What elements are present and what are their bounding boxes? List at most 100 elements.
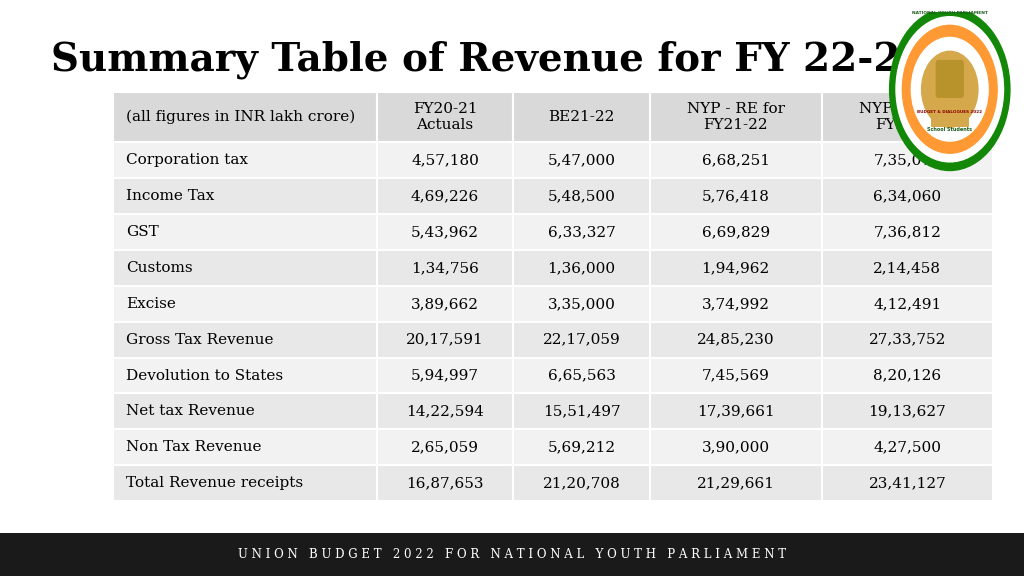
- FancyBboxPatch shape: [113, 178, 377, 214]
- Text: 3,35,000: 3,35,000: [548, 297, 615, 311]
- Text: 1,36,000: 1,36,000: [548, 261, 615, 275]
- FancyBboxPatch shape: [377, 322, 513, 358]
- Text: 6,68,251: 6,68,251: [701, 153, 770, 167]
- FancyBboxPatch shape: [113, 250, 377, 286]
- FancyBboxPatch shape: [650, 286, 821, 322]
- Text: 14,22,594: 14,22,594: [407, 404, 484, 418]
- FancyBboxPatch shape: [377, 286, 513, 322]
- Text: Gross Tax Revenue: Gross Tax Revenue: [126, 333, 273, 347]
- Text: 21,29,661: 21,29,661: [696, 476, 775, 490]
- Text: 16,87,653: 16,87,653: [407, 476, 483, 490]
- Text: School Students: School Students: [928, 127, 972, 131]
- FancyBboxPatch shape: [377, 250, 513, 286]
- Text: 4,57,180: 4,57,180: [412, 153, 479, 167]
- Text: 8,20,126: 8,20,126: [873, 369, 941, 382]
- FancyBboxPatch shape: [650, 393, 821, 429]
- Text: 4,27,500: 4,27,500: [873, 440, 941, 454]
- FancyBboxPatch shape: [650, 322, 821, 358]
- FancyBboxPatch shape: [821, 92, 993, 142]
- Text: 6,69,829: 6,69,829: [701, 225, 770, 239]
- Text: 5,69,212: 5,69,212: [548, 440, 615, 454]
- FancyBboxPatch shape: [513, 92, 650, 142]
- Text: 2,14,458: 2,14,458: [873, 261, 941, 275]
- Text: GST: GST: [126, 225, 159, 239]
- FancyBboxPatch shape: [377, 142, 513, 178]
- Circle shape: [911, 37, 988, 141]
- FancyBboxPatch shape: [821, 393, 993, 429]
- FancyBboxPatch shape: [513, 142, 650, 178]
- FancyBboxPatch shape: [113, 465, 377, 501]
- Text: 5,43,962: 5,43,962: [411, 225, 479, 239]
- FancyBboxPatch shape: [113, 358, 377, 393]
- FancyBboxPatch shape: [650, 92, 821, 142]
- FancyBboxPatch shape: [377, 393, 513, 429]
- FancyBboxPatch shape: [513, 465, 650, 501]
- FancyBboxPatch shape: [821, 322, 993, 358]
- Text: 20,17,591: 20,17,591: [407, 333, 484, 347]
- FancyBboxPatch shape: [650, 429, 821, 465]
- FancyBboxPatch shape: [377, 429, 513, 465]
- FancyBboxPatch shape: [821, 465, 993, 501]
- FancyBboxPatch shape: [377, 214, 513, 250]
- Circle shape: [902, 25, 997, 153]
- Text: 19,13,627: 19,13,627: [868, 404, 946, 418]
- Text: 5,48,500: 5,48,500: [548, 189, 615, 203]
- Text: 22,17,059: 22,17,059: [543, 333, 621, 347]
- Text: Total Revenue receipts: Total Revenue receipts: [126, 476, 303, 490]
- FancyBboxPatch shape: [113, 429, 377, 465]
- Text: Non Tax Revenue: Non Tax Revenue: [126, 440, 261, 454]
- Text: NATIONAL YOUTH PARLIAMENT: NATIONAL YOUTH PARLIAMENT: [911, 12, 988, 15]
- Text: 3,74,992: 3,74,992: [701, 297, 770, 311]
- Text: NYP - RE for
FY21-22: NYP - RE for FY21-22: [687, 102, 784, 132]
- FancyBboxPatch shape: [821, 358, 993, 393]
- Text: Devolution to States: Devolution to States: [126, 369, 283, 382]
- FancyBboxPatch shape: [650, 250, 821, 286]
- Text: (all figures in INR lakh crore): (all figures in INR lakh crore): [126, 110, 355, 124]
- Text: 6,65,563: 6,65,563: [548, 369, 615, 382]
- FancyBboxPatch shape: [821, 142, 993, 178]
- Text: BUDGET & DIALOGUES 2022: BUDGET & DIALOGUES 2022: [918, 110, 982, 113]
- FancyBboxPatch shape: [821, 429, 993, 465]
- Text: NYP - BE for
FY22-23: NYP - BE for FY22-23: [858, 102, 956, 132]
- Circle shape: [922, 51, 978, 127]
- FancyBboxPatch shape: [513, 393, 650, 429]
- Text: 5,47,000: 5,47,000: [548, 153, 615, 167]
- FancyBboxPatch shape: [821, 286, 993, 322]
- Text: 15,51,497: 15,51,497: [543, 404, 621, 418]
- FancyBboxPatch shape: [650, 465, 821, 501]
- FancyBboxPatch shape: [650, 178, 821, 214]
- FancyBboxPatch shape: [931, 115, 969, 127]
- FancyBboxPatch shape: [821, 214, 993, 250]
- FancyBboxPatch shape: [513, 250, 650, 286]
- Text: 4,12,491: 4,12,491: [873, 297, 941, 311]
- Text: Net tax Revenue: Net tax Revenue: [126, 404, 255, 418]
- FancyBboxPatch shape: [821, 178, 993, 214]
- FancyBboxPatch shape: [113, 286, 377, 322]
- FancyBboxPatch shape: [113, 214, 377, 250]
- Circle shape: [890, 8, 1010, 170]
- FancyBboxPatch shape: [377, 465, 513, 501]
- Text: 17,39,661: 17,39,661: [696, 404, 774, 418]
- Text: Excise: Excise: [126, 297, 176, 311]
- FancyBboxPatch shape: [650, 358, 821, 393]
- FancyBboxPatch shape: [113, 322, 377, 358]
- FancyBboxPatch shape: [113, 142, 377, 178]
- FancyBboxPatch shape: [936, 60, 964, 98]
- FancyBboxPatch shape: [377, 178, 513, 214]
- FancyBboxPatch shape: [513, 429, 650, 465]
- Text: 7,45,569: 7,45,569: [701, 369, 770, 382]
- FancyBboxPatch shape: [650, 142, 821, 178]
- FancyBboxPatch shape: [513, 214, 650, 250]
- Text: U N I O N   B U D G E T   2 0 2 2   F O R   N A T I O N A L   Y O U T H   P A R : U N I O N B U D G E T 2 0 2 2 F O R N A …: [238, 548, 786, 561]
- FancyBboxPatch shape: [513, 286, 650, 322]
- FancyBboxPatch shape: [650, 214, 821, 250]
- Text: 5,76,418: 5,76,418: [701, 189, 770, 203]
- Text: Income Tax: Income Tax: [126, 189, 214, 203]
- Text: 7,36,812: 7,36,812: [873, 225, 941, 239]
- Text: BE21-22: BE21-22: [549, 110, 614, 124]
- Text: 3,89,662: 3,89,662: [411, 297, 479, 311]
- Text: 23,41,127: 23,41,127: [868, 476, 946, 490]
- Text: 6,33,327: 6,33,327: [548, 225, 615, 239]
- Text: 21,20,708: 21,20,708: [543, 476, 621, 490]
- Text: 7,35,076: 7,35,076: [873, 153, 941, 167]
